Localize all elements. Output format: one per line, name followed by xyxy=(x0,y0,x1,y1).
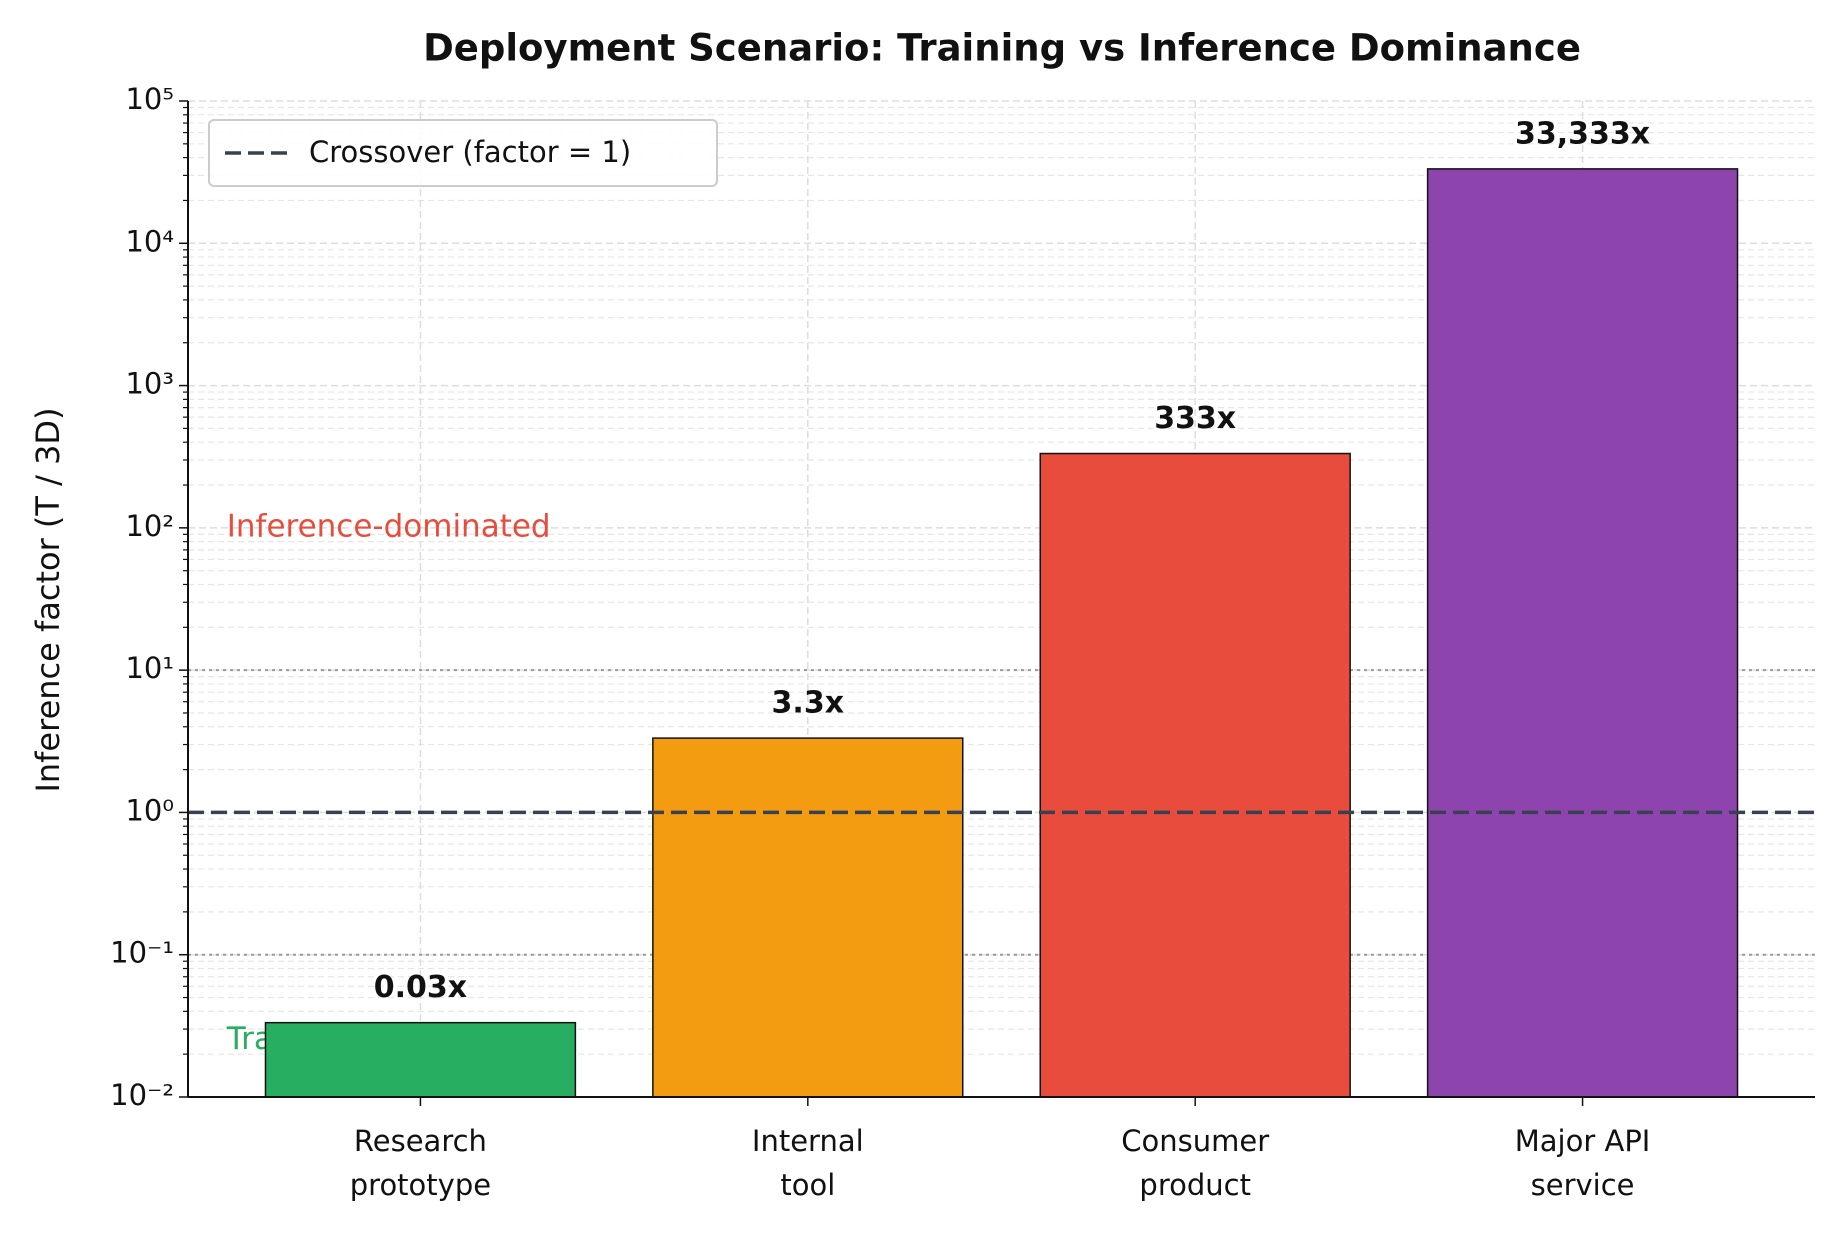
y-axis-label: Inference factor (T / 3D) xyxy=(29,407,67,792)
legend-label: Crossover (factor = 1) xyxy=(309,135,631,169)
legend-box xyxy=(208,119,718,187)
x-tick-label: Consumer product xyxy=(1121,1124,1269,1202)
x-tick-label: Research prototype xyxy=(350,1124,491,1202)
x-tick-label-line: product xyxy=(1139,1168,1251,1202)
x-tick-label-line: service xyxy=(1531,1168,1635,1202)
y-tick-label: 10³ xyxy=(125,367,174,401)
x-tick-label: Internal tool xyxy=(752,1124,864,1202)
y-tick-label: 10⁵ xyxy=(125,82,174,116)
x-tick-label-line: Internal xyxy=(752,1124,864,1158)
y-tick-label: 10⁻² xyxy=(110,1078,174,1112)
y-tick-label: 10¹ xyxy=(125,651,174,685)
annotation: Inference-dominated xyxy=(227,508,551,544)
value-label: 0.03x xyxy=(374,970,467,1005)
bar xyxy=(652,737,964,1098)
bar xyxy=(1039,452,1351,1098)
x-tick-label-line: prototype xyxy=(350,1168,491,1202)
y-tick-label: 10⁰ xyxy=(125,793,174,827)
x-tick-label-line: Consumer xyxy=(1121,1124,1269,1158)
x-tick-label-line: tool xyxy=(780,1168,835,1202)
bar xyxy=(264,1021,577,1098)
x-tick-label-line: Major API xyxy=(1515,1124,1651,1158)
chart-title: Deployment Scenario: Training vs Inferen… xyxy=(423,27,1581,70)
value-label: 3.3x xyxy=(772,686,845,721)
value-label: 333x xyxy=(1154,401,1236,436)
y-tick-label: 10⁴ xyxy=(125,224,174,258)
x-tick-label: Major API service xyxy=(1515,1124,1651,1202)
y-tick-label: 10² xyxy=(125,509,174,543)
bar xyxy=(1426,168,1739,1098)
x-tick-label-line: Research xyxy=(354,1124,487,1158)
y-tick-label: 10⁻¹ xyxy=(110,936,174,970)
value-label: 33,333x xyxy=(1515,116,1650,151)
